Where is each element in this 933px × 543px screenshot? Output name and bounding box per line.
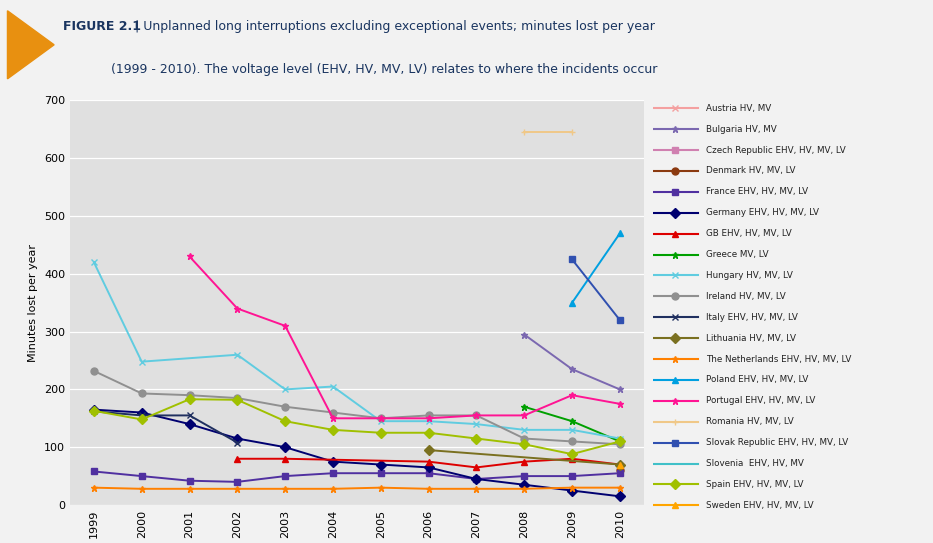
Text: Spain EHV, HV, MV, LV: Spain EHV, HV, MV, LV [706, 480, 804, 489]
Text: Bulgaria HV, MV: Bulgaria HV, MV [706, 124, 777, 134]
Text: France EHV, HV, MV, LV: France EHV, HV, MV, LV [706, 187, 808, 197]
Text: Italy EHV, HV, MV, LV: Italy EHV, HV, MV, LV [706, 313, 798, 322]
Text: Slovak Republic EHV, HV, MV, LV: Slovak Republic EHV, HV, MV, LV [706, 438, 848, 447]
Text: Austria HV, MV: Austria HV, MV [706, 104, 772, 113]
Polygon shape [7, 11, 54, 79]
Text: The Netherlands EHV, HV, MV, LV: The Netherlands EHV, HV, MV, LV [706, 355, 852, 364]
Text: Slovenia  EHV, HV, MV: Slovenia EHV, HV, MV [706, 459, 804, 468]
Text: Romania HV, MV, LV: Romania HV, MV, LV [706, 417, 794, 426]
Text: | Unplanned long interruptions excluding exceptional events; minutes lost per ye: | Unplanned long interruptions excluding… [131, 20, 654, 33]
Text: Portugal EHV, HV, MV, LV: Portugal EHV, HV, MV, LV [706, 396, 815, 406]
Y-axis label: Minutes lost per year: Minutes lost per year [28, 244, 38, 362]
Text: GB EHV, HV, MV, LV: GB EHV, HV, MV, LV [706, 229, 792, 238]
Text: Lithuania HV, MV, LV: Lithuania HV, MV, LV [706, 333, 796, 343]
Text: Germany EHV, HV, MV, LV: Germany EHV, HV, MV, LV [706, 208, 819, 217]
Text: Sweden EHV, HV, MV, LV: Sweden EHV, HV, MV, LV [706, 501, 814, 510]
Text: Poland EHV, HV, MV, LV: Poland EHV, HV, MV, LV [706, 375, 809, 384]
Text: Czech Republic EHV, HV, MV, LV: Czech Republic EHV, HV, MV, LV [706, 146, 846, 155]
Text: Greece MV, LV: Greece MV, LV [706, 250, 769, 259]
Text: (1999 - 2010). The voltage level (EHV, HV, MV, LV) relates to where the incident: (1999 - 2010). The voltage level (EHV, H… [63, 62, 658, 75]
Text: Denmark HV, MV, LV: Denmark HV, MV, LV [706, 166, 796, 175]
Text: FIGURE 2.1: FIGURE 2.1 [63, 20, 142, 33]
Text: Ireland HV, MV, LV: Ireland HV, MV, LV [706, 292, 786, 301]
Text: Hungary HV, MV, LV: Hungary HV, MV, LV [706, 271, 793, 280]
